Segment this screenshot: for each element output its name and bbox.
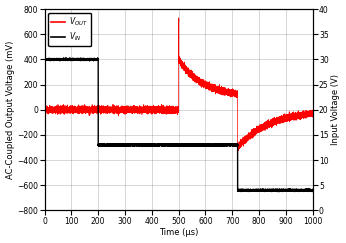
Y-axis label: Input Voltage (V): Input Voltage (V): [331, 74, 340, 145]
Y-axis label: AC-Coupled Output Voltage (mV): AC-Coupled Output Voltage (mV): [6, 41, 15, 179]
Legend: $V_{OUT}$, $V_{IN}$: $V_{OUT}$, $V_{IN}$: [48, 13, 91, 46]
X-axis label: Time (μs): Time (μs): [159, 228, 198, 237]
